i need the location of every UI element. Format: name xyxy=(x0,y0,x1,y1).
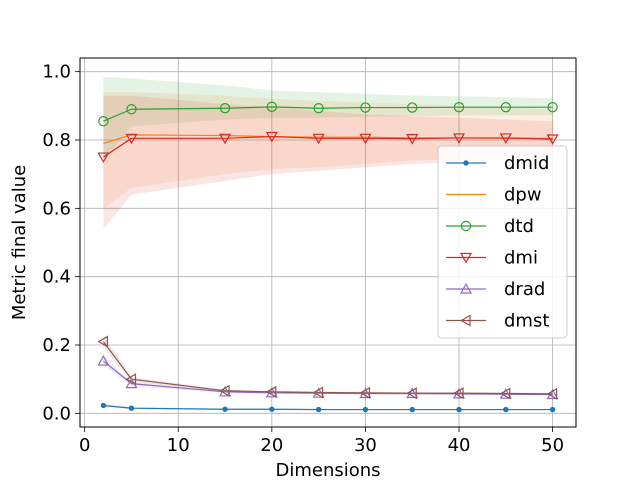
x-tick-label: 40 xyxy=(448,435,471,456)
drad-point xyxy=(312,387,325,398)
legend-marker-drad xyxy=(459,283,473,294)
drad-point xyxy=(97,355,110,366)
plot-frame xyxy=(79,57,577,428)
legend: dmid dpw dtd dmi drad dmst xyxy=(437,145,568,339)
y-tick-label: 0.2 xyxy=(42,335,71,356)
dtd-point xyxy=(407,102,418,113)
dmst-point xyxy=(125,373,137,386)
legend-label-drad: drad xyxy=(504,279,545,300)
drad-point xyxy=(406,387,419,399)
dmi-point xyxy=(499,133,512,144)
dtd-line xyxy=(103,106,553,122)
dtd-point xyxy=(500,101,512,113)
dmid-point xyxy=(362,406,369,413)
dmi-point xyxy=(312,133,325,145)
legend-label-dtd: dtd xyxy=(504,216,534,237)
dtd-point xyxy=(126,104,137,115)
dmst-point xyxy=(406,387,417,400)
x-axis-label: Dimensions xyxy=(275,460,380,480)
dtd-point xyxy=(453,101,465,113)
axis-ticks: 0 10 20 30 40 50 0.0 0.2 0.4 0.6 0.8 1.0 xyxy=(42,62,564,456)
dtd-point xyxy=(547,101,558,113)
x-tick-label: 30 xyxy=(354,435,377,456)
dmid-line xyxy=(103,404,553,411)
dmi-point xyxy=(546,134,559,145)
y-tick-label: 0.8 xyxy=(42,130,71,151)
dmi-line xyxy=(103,135,553,158)
dmst-point xyxy=(546,387,558,400)
dtd-point xyxy=(360,102,371,113)
y-tick-label: 0.6 xyxy=(42,198,71,219)
dmid-point xyxy=(456,406,462,413)
dmi-point xyxy=(406,134,419,145)
dmid-point xyxy=(269,406,275,412)
dmi-point xyxy=(265,131,278,143)
y-tick-label: 0.4 xyxy=(42,267,71,288)
dmid-point xyxy=(315,406,322,413)
dmst-point xyxy=(312,386,324,399)
dmst-point xyxy=(219,384,230,397)
legend-box xyxy=(437,145,568,339)
legend-marker-dtd xyxy=(460,220,472,232)
dmst-point xyxy=(453,387,464,400)
legend-marker-dmst xyxy=(460,314,471,327)
dtd-point xyxy=(98,116,109,127)
dmst-line xyxy=(102,341,553,395)
drad-point xyxy=(452,387,466,399)
dmid-point xyxy=(222,406,228,412)
dmst-point xyxy=(499,387,511,400)
dmst-point xyxy=(359,386,371,399)
legend-label-dmi: dmi xyxy=(504,248,538,269)
dmid-point xyxy=(128,405,135,411)
dmi-point xyxy=(125,133,138,145)
x-tick-label: 0 xyxy=(79,435,90,456)
legend-marker-dmi xyxy=(459,252,473,264)
dmid-point xyxy=(409,406,415,413)
dmi-band xyxy=(103,95,553,229)
drad-point xyxy=(499,388,512,399)
y-tick-label: 0.0 xyxy=(42,403,71,424)
dtd-point xyxy=(313,103,324,114)
y-tick-label: 1.0 xyxy=(42,62,71,83)
dtd-point xyxy=(219,103,231,114)
x-tick-label: 10 xyxy=(167,435,190,456)
dmid-point xyxy=(549,406,556,413)
y-axis-label: Metric final value xyxy=(9,165,30,320)
dmi-point xyxy=(219,133,232,145)
drad-line xyxy=(103,360,553,396)
legend-label-dmst: dmst xyxy=(504,311,549,332)
dmi-point xyxy=(97,152,110,164)
dmid-point xyxy=(503,406,509,413)
series-lines xyxy=(102,106,553,411)
x-tick-label: 50 xyxy=(541,435,564,456)
legend-label-dpw: dpw xyxy=(504,185,542,206)
drad-point xyxy=(359,387,372,399)
dmid-point xyxy=(100,402,107,409)
dmst-point xyxy=(97,335,108,348)
dpw-band xyxy=(103,92,553,209)
dmst-point xyxy=(265,385,277,398)
dtd-point xyxy=(266,101,278,113)
series-markers xyxy=(97,101,559,413)
dtd-band xyxy=(103,76,553,161)
dmi-point xyxy=(452,133,466,144)
x-tick-label: 20 xyxy=(260,435,283,456)
legend-label-dmid: dmid xyxy=(504,153,549,174)
dmi-point xyxy=(359,133,372,145)
drad-point xyxy=(546,388,559,400)
legend-marker-dmid xyxy=(463,160,469,166)
